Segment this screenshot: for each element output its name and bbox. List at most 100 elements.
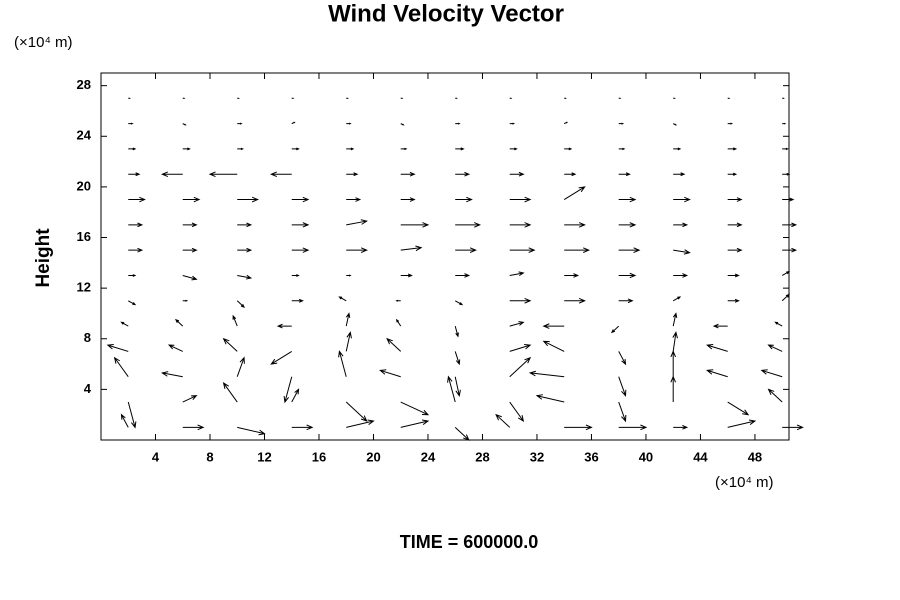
wind-vector bbox=[447, 375, 456, 403]
wind-vector bbox=[395, 318, 402, 327]
wind-vector bbox=[782, 247, 798, 253]
wind-vector bbox=[270, 171, 292, 178]
wind-vector bbox=[400, 419, 430, 428]
wind-vector bbox=[618, 147, 626, 151]
wind-vector bbox=[564, 222, 586, 228]
wind-vector bbox=[128, 274, 137, 277]
wind-vector bbox=[564, 172, 577, 177]
wind-vector bbox=[509, 343, 532, 352]
wind-vector bbox=[400, 171, 416, 177]
wind-vector bbox=[346, 147, 355, 151]
wind-vector bbox=[727, 247, 743, 253]
plot-frame bbox=[100, 72, 790, 441]
wind-vector bbox=[237, 247, 253, 253]
wind-vector bbox=[128, 122, 134, 125]
wind-vector bbox=[618, 298, 634, 304]
wind-vector bbox=[673, 425, 689, 430]
wind-vector bbox=[182, 424, 205, 431]
x-tick-label: 20 bbox=[366, 449, 380, 464]
wind-vector bbox=[400, 222, 430, 228]
wind-vector bbox=[400, 245, 423, 252]
wind-vector bbox=[291, 298, 304, 303]
wind-vector bbox=[618, 376, 627, 397]
wind-vector bbox=[767, 388, 783, 403]
wind-vector bbox=[161, 171, 183, 178]
wind-vector bbox=[400, 401, 430, 416]
wind-vector bbox=[563, 121, 569, 125]
wind-vector bbox=[283, 376, 293, 404]
wind-vector bbox=[291, 222, 310, 228]
wind-vector bbox=[618, 247, 641, 253]
y-tick-label: 8 bbox=[84, 330, 91, 345]
wind-vector bbox=[712, 323, 728, 329]
wind-vector bbox=[454, 376, 461, 397]
wind-vector bbox=[673, 273, 689, 278]
wind-vector bbox=[509, 271, 525, 277]
wind-vector bbox=[237, 274, 253, 280]
x-tick-label: 40 bbox=[639, 449, 653, 464]
wind-vector bbox=[346, 247, 368, 253]
wind-vector bbox=[727, 273, 740, 278]
x-tick-label: 8 bbox=[206, 449, 213, 464]
wind-vector bbox=[346, 419, 375, 428]
wind-vector bbox=[774, 321, 783, 327]
wind-vector bbox=[528, 370, 565, 378]
wind-vector bbox=[291, 147, 300, 151]
wind-vector bbox=[673, 249, 691, 255]
wind-vector bbox=[182, 299, 189, 302]
wind-vector bbox=[291, 247, 310, 253]
wind-vector bbox=[782, 197, 795, 202]
wind-vector bbox=[782, 122, 787, 125]
wind-vector bbox=[291, 424, 314, 431]
wind-vector bbox=[276, 323, 292, 329]
wind-vector bbox=[400, 197, 416, 202]
wind-vector bbox=[222, 337, 238, 352]
wind-vector bbox=[291, 196, 310, 203]
wind-vector bbox=[395, 299, 401, 302]
wind-vector bbox=[106, 343, 129, 352]
wind-vector bbox=[237, 147, 244, 151]
wind-vector bbox=[128, 222, 144, 228]
x-tick-label: 28 bbox=[475, 449, 489, 464]
wind-vector bbox=[120, 413, 129, 428]
wind-vector bbox=[346, 219, 368, 226]
x-tick-label: 48 bbox=[748, 449, 762, 464]
wind-vector bbox=[727, 122, 734, 125]
wind-vector bbox=[182, 247, 198, 253]
wind-vector bbox=[454, 300, 464, 306]
wind-vector bbox=[727, 298, 740, 303]
wind-vector bbox=[618, 424, 648, 431]
wind-vector bbox=[128, 300, 137, 306]
wind-vector bbox=[182, 275, 198, 281]
wind-vector bbox=[564, 247, 591, 253]
wind-vector bbox=[455, 171, 471, 177]
wind-vector bbox=[673, 222, 689, 228]
wind-vector bbox=[338, 350, 347, 377]
wind-vector bbox=[379, 369, 401, 378]
wind-vector bbox=[509, 247, 536, 253]
x-tick-label: 36 bbox=[584, 449, 598, 464]
wind-vector bbox=[345, 331, 352, 352]
y-tick-label: 28 bbox=[77, 77, 91, 92]
wind-vector bbox=[120, 321, 129, 327]
wind-vector bbox=[236, 356, 245, 377]
wind-vector bbox=[727, 147, 738, 151]
wind-vector bbox=[237, 122, 243, 125]
wind-vector bbox=[454, 351, 461, 366]
wind-vector bbox=[509, 122, 516, 125]
wind-vector bbox=[128, 172, 141, 177]
wind-vector bbox=[222, 382, 238, 403]
wind-vector bbox=[564, 273, 580, 278]
wind-vector bbox=[509, 356, 532, 378]
wind-vector bbox=[672, 331, 678, 352]
wind-vector bbox=[673, 172, 686, 177]
wind-vector bbox=[161, 371, 183, 378]
y-tick-label: 20 bbox=[77, 178, 91, 193]
y-unit: (×10⁴ m) bbox=[14, 34, 73, 51]
wind-vector bbox=[727, 222, 743, 228]
wind-vector bbox=[706, 369, 728, 378]
wind-vector bbox=[509, 196, 532, 203]
wind-vector bbox=[208, 171, 238, 178]
chart-title: Wind Velocity Vector bbox=[328, 0, 564, 27]
